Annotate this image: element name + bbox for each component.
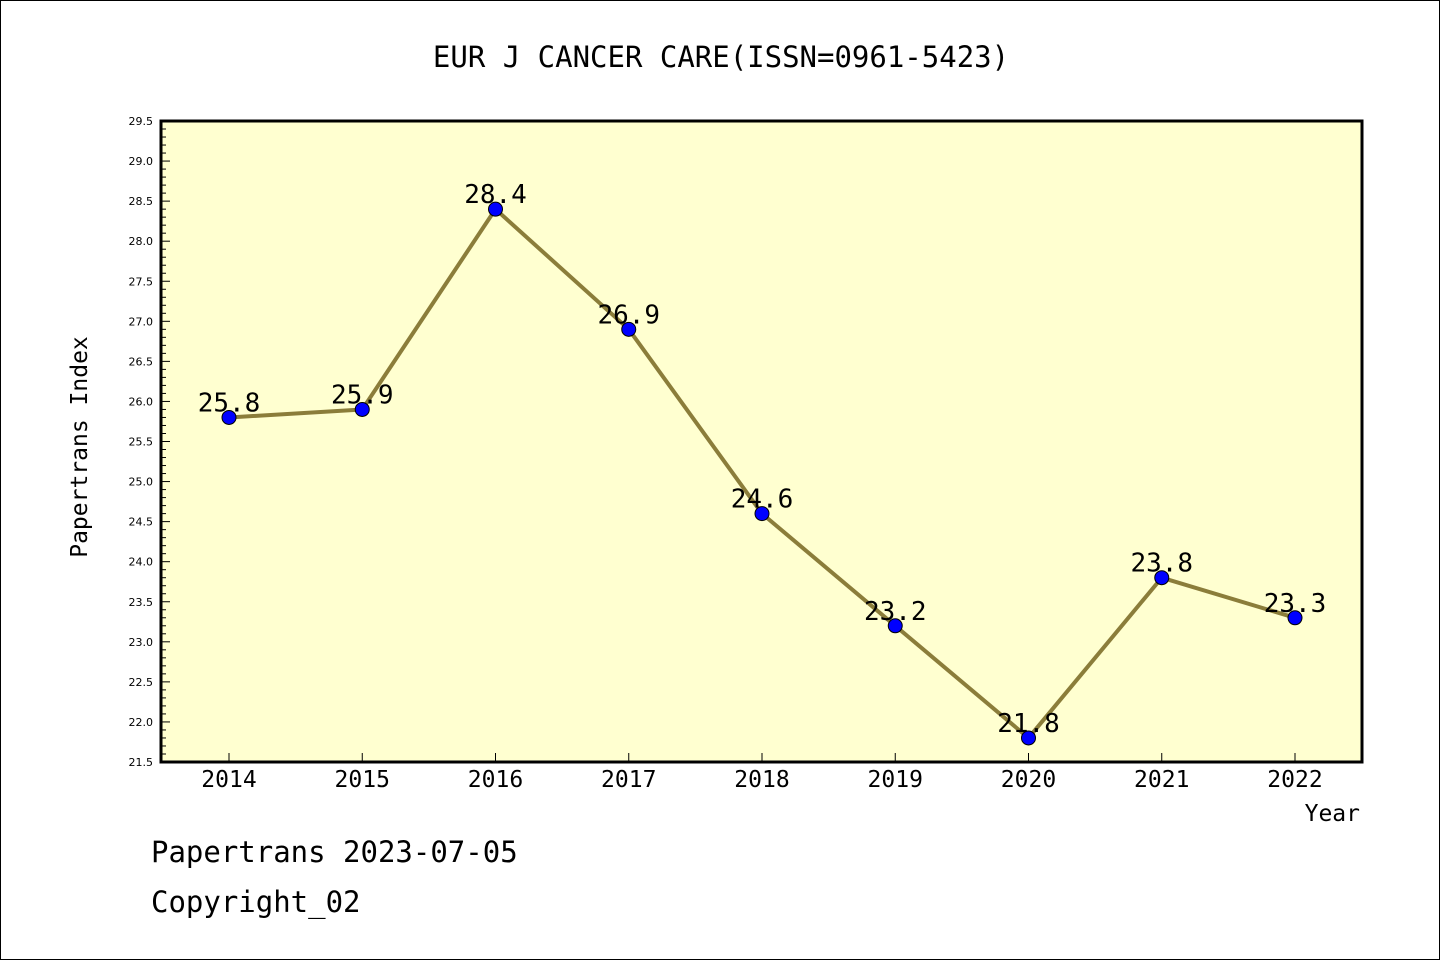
- data-point: [1287, 610, 1303, 626]
- x-tick-label: 2016: [468, 767, 523, 793]
- y-tick-label: 23.5: [129, 596, 154, 609]
- y-tick-label: 23.0: [129, 636, 154, 649]
- y-tick-label: 26.5: [129, 355, 154, 368]
- y-tick-label: 29.5: [129, 115, 154, 128]
- x-tick-label: 2022: [1267, 767, 1322, 793]
- y-tick-label: 25.5: [129, 436, 154, 449]
- y-tick-label: 24.5: [129, 516, 154, 529]
- y-tick-label: 25.0: [129, 476, 154, 489]
- y-axis-title: Papertrans Index: [67, 336, 93, 558]
- y-tick-label: 29.0: [129, 155, 154, 168]
- x-axis-ticks: 2014 2015 2016 2017 2018 2019 2020 2021 2022: [201, 753, 1323, 793]
- y-axis-ticks: 21.5 22.0 22.5 23.0 23.5 24.0 24.5 25.0 25.5 26.0…: [129, 115, 170, 769]
- series-layer: 25.8 25.928.426.924.623.221.823.823.3: [198, 180, 1326, 746]
- x-tick-label: 2019: [868, 767, 923, 793]
- x-tick-label: 2018: [734, 767, 789, 793]
- data-point: [1021, 730, 1036, 746]
- data-point: [754, 506, 770, 522]
- y-tick-label: 22.0: [129, 716, 154, 729]
- y-tick-label: 24.0: [129, 556, 154, 569]
- data-point: [621, 321, 637, 337]
- y-tick-label: 28.5: [129, 195, 154, 208]
- y-tick-label: 26.0: [129, 395, 154, 408]
- y-tick-label: 27.5: [129, 275, 154, 288]
- x-tick-label: 2015: [335, 767, 390, 793]
- y-tick-label: 22.5: [129, 676, 154, 689]
- x-tick-label: 2021: [1134, 767, 1189, 793]
- footer-copyright-text: Copyright_02: [151, 885, 361, 919]
- data-point: [354, 401, 370, 417]
- data-point: [488, 201, 503, 217]
- y-tick-label: 28.0: [129, 235, 154, 248]
- x-tick-label: 2020: [1001, 767, 1056, 793]
- y-tick-label: 27.0: [129, 315, 154, 328]
- x-tick-label: 2017: [601, 767, 656, 793]
- y-tick-label: 21.5: [129, 756, 154, 769]
- x-axis-title: Year: [1305, 801, 1360, 827]
- data-point: [1154, 570, 1170, 586]
- plot-area: [159, 119, 1364, 764]
- x-tick-label: 2014: [201, 767, 256, 793]
- footer-date-text: Papertrans 2023-07-05: [151, 835, 518, 869]
- chart-title: EUR J CANCER CARE(ISSN=0961-5423): [433, 40, 1009, 74]
- data-point: [887, 618, 903, 634]
- data-point: [221, 409, 237, 425]
